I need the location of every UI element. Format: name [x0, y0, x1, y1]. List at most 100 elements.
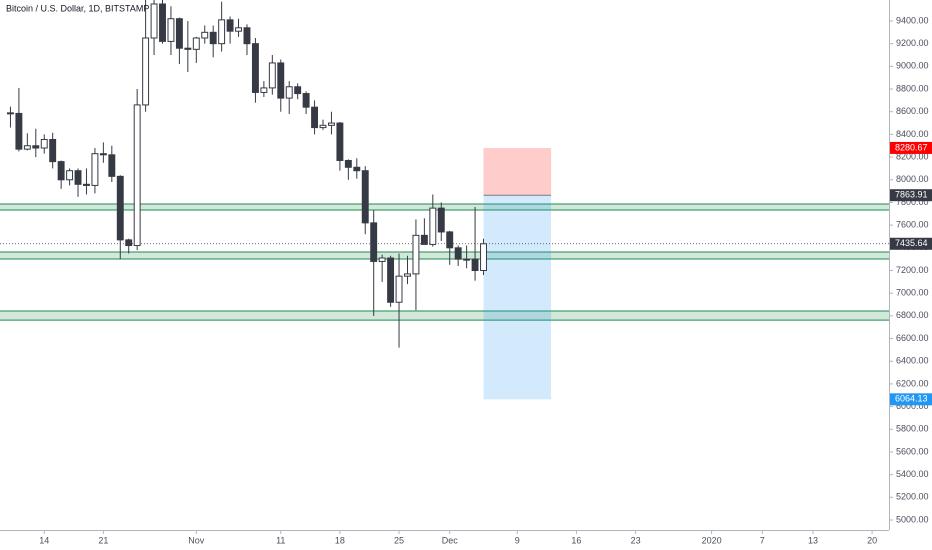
x-tick-label: 13: [808, 535, 818, 545]
candle-body: [159, 3, 166, 42]
chart-title: Bitcoin / U.S. Dollar, 1D, BITSTAMP: [6, 3, 149, 13]
candle-body: [277, 62, 285, 99]
candle-body: [226, 19, 234, 32]
candle-body: [133, 104, 141, 247]
y-tick-label: 5800.00: [896, 424, 929, 434]
candle-body: [404, 273, 411, 277]
candle-body: [201, 31, 209, 39]
y-tick-label: 6600.00: [896, 333, 929, 343]
x-tick-label: 9: [515, 535, 520, 545]
candle-body: [268, 62, 276, 89]
candle-body: [260, 87, 268, 93]
candle-body: [370, 222, 378, 262]
candle-body: [175, 18, 183, 49]
entry-tag-bg: [890, 189, 932, 202]
candle-body: [91, 153, 99, 186]
candle-body: [57, 161, 65, 181]
x-tick-label: Nov: [188, 535, 205, 545]
candle-body: [142, 37, 150, 106]
entry-tag: 7863.91: [895, 190, 928, 200]
y-tick-label: 6400.00: [896, 356, 929, 366]
x-tick-label: 18: [335, 535, 345, 545]
candle-body: [167, 18, 175, 42]
candle-body: [23, 145, 31, 150]
x-tick-label: 16: [571, 535, 581, 545]
candle-body: [108, 154, 116, 177]
y-tick-label: 7000.00: [896, 288, 929, 298]
candle-body: [74, 170, 82, 185]
x-tick-label: 21: [98, 535, 108, 545]
y-tick-label: 9000.00: [896, 61, 929, 71]
candle-body: [328, 122, 335, 126]
candle-body: [32, 145, 40, 149]
candle-body: [218, 19, 226, 45]
y-tick-label: 8200.00: [896, 151, 929, 161]
candle-body: [463, 258, 471, 261]
candle-body: [184, 47, 192, 50]
axes: 5000.00 5200.00 5400.00 5600.00 5800.00 6000.…: [39, 15, 932, 545]
stop-tag-bg: [890, 141, 932, 154]
candle-body: [480, 243, 487, 272]
target-tag-bg: [890, 393, 932, 406]
candle-body: [125, 239, 133, 247]
y-tick-label: 6200.00: [896, 378, 929, 388]
target-zone: [483, 195, 552, 400]
plot-area: [0, 0, 889, 400]
target-tag: 6064.13: [895, 394, 928, 404]
candle-body: [235, 27, 242, 32]
y-tick-label: 8400.00: [896, 129, 929, 139]
candle-body: [311, 106, 319, 129]
candle-body: [420, 234, 428, 245]
x-tick-label: 7: [760, 535, 765, 545]
candle-body: [99, 153, 107, 156]
candle-body: [6, 112, 14, 115]
zone: [0, 310, 889, 321]
candle-body: [395, 275, 403, 303]
candle-body: [446, 231, 454, 249]
candle-body: [209, 31, 217, 45]
candle-body: [243, 27, 251, 45]
candle-body: [344, 159, 352, 168]
y-tick-label: 5600.00: [896, 446, 929, 456]
candle-body: [454, 247, 462, 260]
last-price-tag: 7435.64: [895, 238, 928, 248]
y-tick-label: 9400.00: [896, 15, 929, 25]
x-tick-label: 2020: [702, 535, 722, 545]
candle-body: [437, 207, 445, 233]
y-tick-label: 7800.00: [896, 197, 929, 207]
y-tick-label: 9200.00: [896, 38, 929, 48]
y-tick-label: 6800.00: [896, 310, 929, 320]
stop-tag: 8280.67: [895, 142, 928, 152]
y-tick-label: 8800.00: [896, 83, 929, 93]
candle-body: [83, 183, 90, 186]
x-tick-label: 25: [394, 535, 404, 545]
y-tick-label: 5000.00: [896, 514, 929, 524]
x-tick-label: 11: [276, 535, 285, 545]
candle-body: [302, 93, 310, 108]
zone: [0, 204, 889, 211]
candle-body: [251, 43, 259, 93]
candle-body: [429, 207, 437, 245]
candle-body: [336, 122, 344, 161]
stop-zone: [483, 147, 552, 196]
y-tick-label: 5200.00: [896, 492, 929, 502]
y-tick-label: 7200.00: [896, 265, 929, 275]
candle-body: [192, 37, 200, 50]
candle-body: [66, 170, 74, 181]
candle-body: [15, 112, 23, 150]
candle-body: [150, 3, 158, 39]
candle-body: [378, 257, 386, 262]
last-price-tag-bg: [890, 237, 932, 250]
candle-body: [361, 170, 369, 224]
candle-body: [471, 258, 479, 272]
candle-body: [49, 139, 57, 163]
x-tick-label: 20: [867, 535, 877, 545]
candle-body: [285, 86, 293, 99]
candle-body: [40, 139, 48, 149]
candle-body: [387, 257, 395, 303]
candle-body: [412, 234, 420, 275]
x-tick-label: 23: [631, 535, 641, 545]
y-tick-label: 5400.00: [896, 469, 929, 479]
